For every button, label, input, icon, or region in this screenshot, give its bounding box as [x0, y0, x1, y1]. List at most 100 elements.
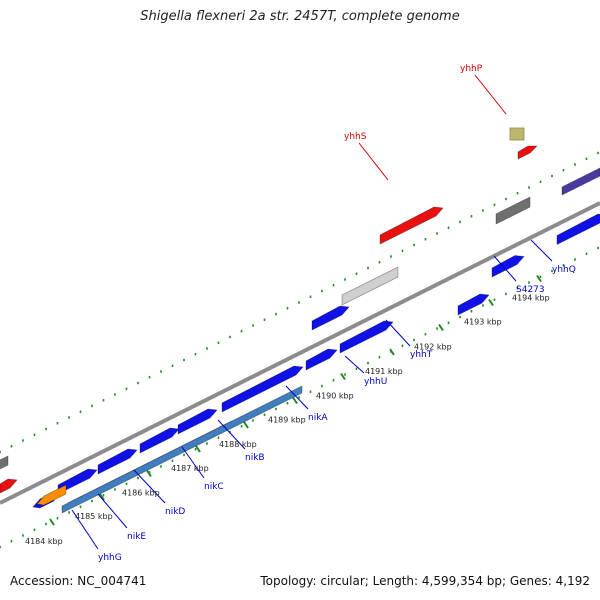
- outer-ring-dot: [275, 312, 277, 316]
- inner-ring-dot: [585, 252, 588, 255]
- inner-ring-dot: [493, 298, 496, 301]
- backbone-line: [0, 201, 600, 505]
- inner-ring-dot: [424, 333, 427, 336]
- inner-ring-dot: [206, 442, 208, 445]
- label-leader: [285, 385, 309, 410]
- outer-ring-dot: [332, 284, 335, 287]
- label-leader: [358, 142, 389, 181]
- inner-ring-dot: [447, 321, 450, 324]
- inner-ring-dot: [275, 407, 277, 411]
- inner-ring-dot: [68, 511, 70, 514]
- label-leader: [97, 493, 128, 529]
- outer-ring-dot: [562, 169, 565, 172]
- inner-ring-dot: [240, 425, 243, 428]
- gray-feature: [341, 266, 399, 306]
- outer-ring-dot: [424, 238, 427, 241]
- outer-ring-dot: [286, 307, 289, 310]
- outer-ring-dot: [171, 364, 174, 367]
- accession-text: Accession: NC_004741: [10, 574, 147, 588]
- tick-label: 4194 kbp: [512, 294, 550, 303]
- inner-ring-dot: [551, 269, 553, 273]
- outer-ring-dot: [217, 341, 220, 344]
- outer-ring-dot: [551, 174, 553, 178]
- inner-ring-dot: [505, 292, 507, 296]
- inner-ring-dot: [160, 465, 162, 468]
- outer-ring-dot: [298, 301, 300, 304]
- gene-label-yhhG: yhhG: [98, 553, 122, 563]
- gene-arrow: [457, 293, 490, 316]
- inner-ring-dot: [344, 373, 346, 376]
- gene-label-nikE: nikE: [127, 532, 146, 542]
- outer-ring-dot: [390, 255, 392, 258]
- tick-label: 4186 kbp: [122, 489, 160, 498]
- gray-feature: [0, 455, 9, 470]
- inner-ring-dot: [56, 517, 59, 520]
- tick-label: 4187 kbp: [171, 464, 209, 473]
- topology-text: Topology: circular; Length: 4,599,354 bp…: [260, 574, 590, 588]
- outer-ring-dot: [585, 157, 588, 160]
- outer-ring-dot: [125, 387, 128, 390]
- outer-ring-dot: [137, 381, 139, 385]
- inner-ring-dot: [45, 522, 47, 526]
- backbone: [0, 201, 600, 505]
- gene-label-yhhU: yhhU: [364, 377, 387, 387]
- outer-ring-dot: [344, 278, 346, 281]
- outer-ring-dot: [194, 353, 197, 356]
- outer-ring-dot: [263, 318, 266, 321]
- outer-ring-dot: [45, 427, 47, 431]
- inner-ring-dot: [79, 505, 82, 508]
- inner-ring-dot: [562, 264, 565, 267]
- tick-mark: [389, 348, 395, 356]
- inner-ring-dot: [482, 304, 484, 307]
- label-leader: [474, 74, 507, 115]
- gene-label-yhhS: yhhS: [344, 132, 367, 142]
- cds-bar: [61, 385, 303, 514]
- outer-ring-dot: [252, 324, 254, 327]
- tick-mark: [195, 445, 201, 453]
- label-leader: [493, 255, 517, 282]
- tick-label: 4188 kbp: [219, 440, 257, 449]
- inner-ring-dot: [217, 436, 220, 439]
- gene-label-yhhT: yhhT: [410, 350, 433, 360]
- tick-label: 4193 kbp: [464, 318, 502, 327]
- rna-arrow: [517, 145, 538, 160]
- gene-label-yhhP: yhhP: [460, 64, 483, 74]
- inner-ring-dot: [171, 459, 174, 462]
- gene-label-nikB: nikB: [245, 453, 265, 463]
- tick-marks: [49, 274, 542, 526]
- outer-ring-dot: [528, 186, 530, 189]
- label-leader: [181, 446, 205, 479]
- gene-label-S4273: S4273: [516, 285, 545, 295]
- outer-ring-dot: [10, 445, 13, 448]
- outer-ring-dot: [33, 433, 36, 436]
- inner-ring-dot: [286, 402, 289, 405]
- tick-label: 4192 kbp: [414, 343, 452, 352]
- inner-ring-dot: [539, 275, 542, 278]
- inner-dotted-ring: [0, 246, 599, 549]
- rna-arrow: [0, 478, 18, 494]
- outer-ring-dot: [378, 261, 381, 264]
- outer-ring-dot: [447, 226, 450, 229]
- outer-ring-dot: [574, 163, 576, 166]
- outer-ring-dot: [56, 422, 59, 425]
- outer-ring-dot: [240, 330, 243, 333]
- inner-ring-dot: [0, 545, 1, 549]
- outer-dotted-ring: [0, 151, 599, 454]
- gene-arrow: [139, 427, 180, 454]
- gene-arrow: [305, 348, 338, 371]
- tick-label: 4191 kbp: [365, 367, 403, 376]
- label-leader: [217, 419, 246, 450]
- gray-feature: [495, 196, 531, 225]
- outer-ring-dot: [482, 209, 484, 212]
- label-leader: [385, 319, 411, 347]
- outer-ring-dot: [91, 404, 93, 408]
- inner-ring-dot: [321, 384, 323, 388]
- features: [0, 127, 600, 514]
- outer-ring-dot: [355, 272, 358, 275]
- outer-ring-dot: [229, 335, 231, 339]
- tick-mark: [146, 469, 152, 478]
- gene-label-nikA: nikA: [308, 413, 328, 423]
- outer-ring-dot: [505, 197, 507, 201]
- gene-arrow: [311, 305, 350, 331]
